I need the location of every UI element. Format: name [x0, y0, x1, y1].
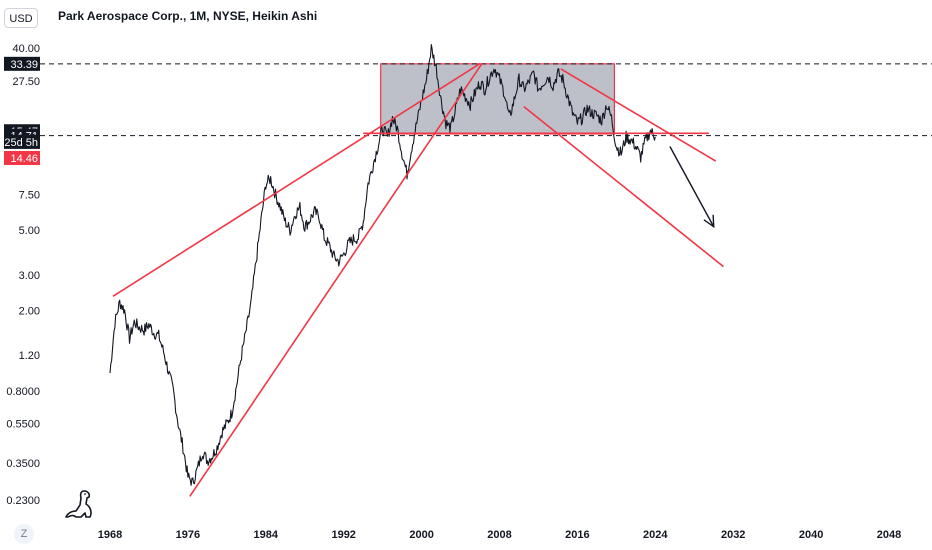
log-scale-toggle[interactable]: Z	[14, 524, 34, 544]
y-axis-tick-label: 40.00	[12, 43, 40, 55]
x-axis-tick-label: 2008	[487, 529, 511, 541]
price-tag-box	[4, 134, 40, 149]
y-axis-tick-label: 5.00	[19, 225, 40, 237]
x-axis-tick-label: 2040	[799, 529, 823, 541]
x-axis-tick-label: 1968	[98, 529, 122, 541]
price-tag-box	[4, 56, 40, 71]
x-axis-tick-label: 1984	[254, 529, 279, 541]
y-axis-tick-label: 0.3500	[6, 458, 40, 470]
x-axis-tick-label: 2032	[721, 529, 745, 541]
chart-title: Park Aerospace Corp., 1M, NYSE, Heikin A…	[58, 9, 318, 23]
currency-badge[interactable]: USD	[4, 8, 38, 28]
tradingview-dino-icon[interactable]	[64, 488, 94, 520]
trendline-3[interactable]	[560, 68, 717, 162]
price-tag: 33.39	[4, 56, 40, 71]
price-tag: 14.46	[4, 150, 40, 165]
x-axis-tick-label: 2016	[565, 529, 589, 541]
price-tag-label: 14.46	[10, 153, 38, 165]
trendline-4[interactable]	[523, 105, 724, 268]
y-axis-tick-label: 3.00	[19, 270, 40, 282]
x-axis-tick-label: 1992	[331, 529, 355, 541]
price-tag-box	[4, 150, 40, 165]
price-tag-label: 33.39	[10, 59, 38, 71]
forecast-arrow-shaft[interactable]	[669, 146, 715, 228]
y-axis-tick-label: 2.00	[19, 305, 40, 317]
trendline-1[interactable]	[112, 62, 481, 298]
y-axis-tick-label: 0.2300	[6, 495, 40, 507]
price-tag-label: 25d 5h	[4, 137, 38, 149]
price-series-line[interactable]	[109, 44, 656, 486]
forecast-arrow-head[interactable]	[703, 214, 715, 229]
x-axis-tick-label: 1976	[176, 529, 200, 541]
x-axis-tick-label: 2024	[643, 529, 668, 541]
trendline-2[interactable]	[189, 63, 483, 497]
y-axis-tick-label: 7.50	[19, 190, 40, 202]
y-axis-tick-label: 0.5500	[6, 419, 40, 431]
price-tag: 25d 5h	[4, 134, 40, 149]
x-axis-tick-label: 2000	[409, 529, 433, 541]
x-axis-tick-label: 2048	[877, 529, 901, 541]
range-box[interactable]	[380, 63, 616, 135]
y-axis-tick-label: 0.8000	[6, 386, 40, 398]
y-axis-tick-label: 1.20	[19, 350, 40, 362]
y-axis-tick-label: 27.50	[12, 76, 40, 88]
